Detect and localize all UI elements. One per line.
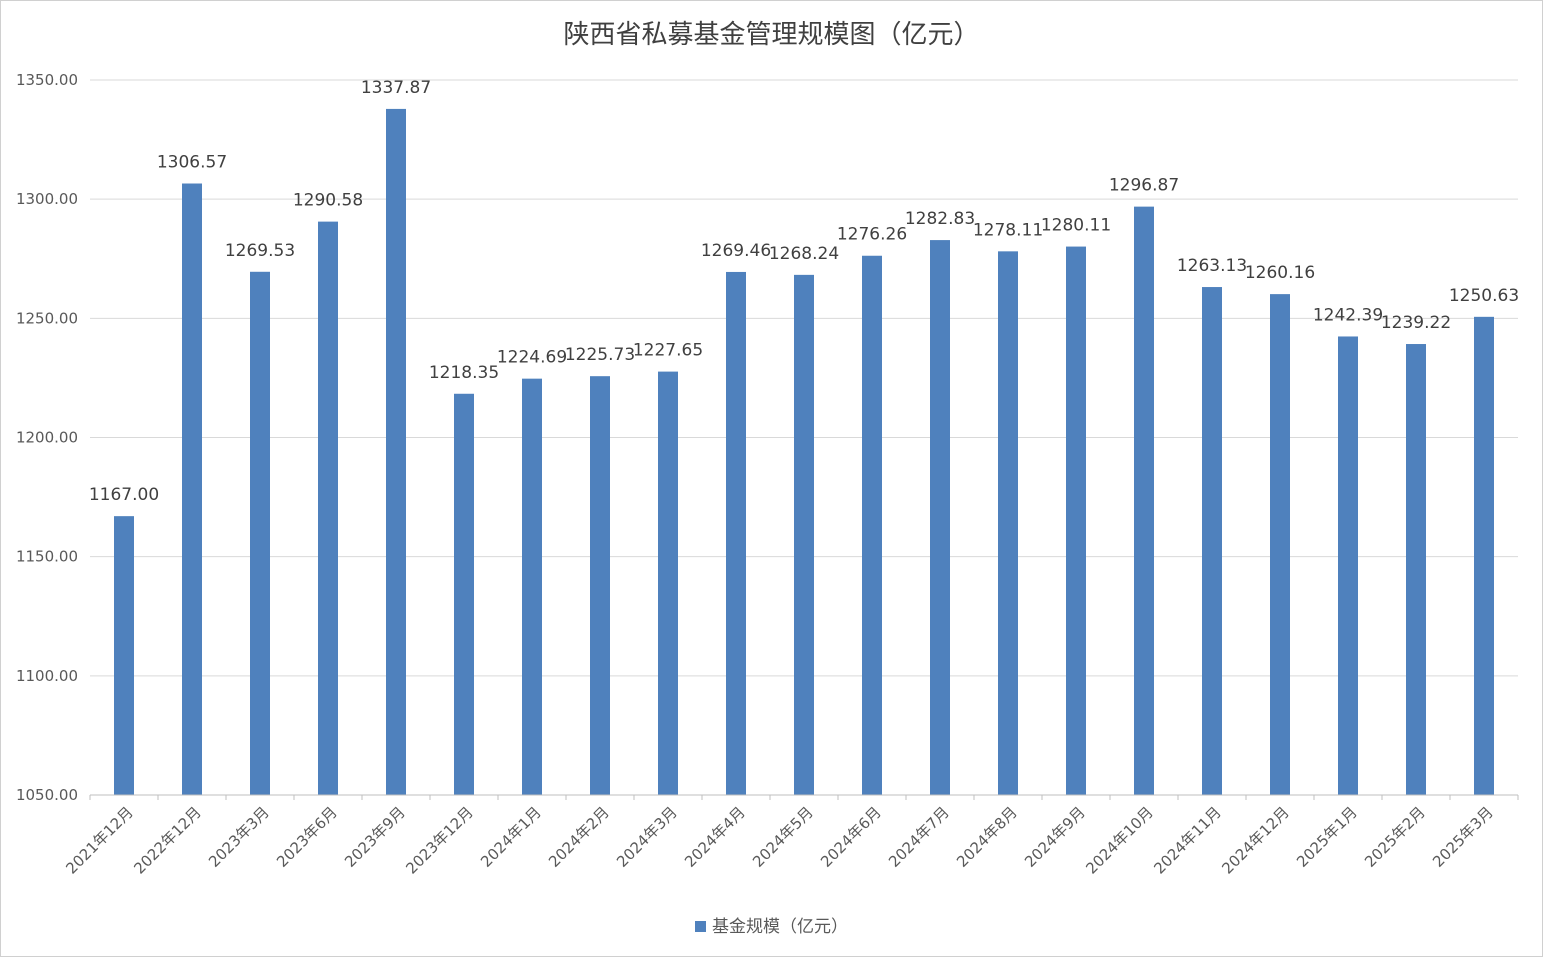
x-tick-label: 2024年1月 bbox=[477, 803, 545, 871]
legend-label: 基金规模（亿元） bbox=[712, 917, 848, 937]
bar bbox=[182, 183, 202, 795]
data-label: 1278.11 bbox=[973, 220, 1043, 240]
data-label: 1167.00 bbox=[89, 485, 159, 505]
data-label: 1225.73 bbox=[565, 345, 635, 365]
y-tick-label: 1150.00 bbox=[16, 548, 78, 566]
data-label: 1227.65 bbox=[633, 341, 703, 361]
bar bbox=[998, 251, 1018, 795]
x-tick-label: 2024年8月 bbox=[953, 803, 1021, 871]
y-tick-label: 1050.00 bbox=[16, 786, 78, 804]
legend: 基金规模（亿元） bbox=[0, 912, 1543, 937]
x-tick-label: 2025年1月 bbox=[1293, 803, 1361, 871]
data-labels: 1167.00 1306.57 1269.53 1290.58 1337.87 1218.… bbox=[89, 78, 1519, 505]
bar bbox=[930, 240, 950, 795]
bar bbox=[386, 108, 406, 795]
bar bbox=[1066, 246, 1086, 795]
chart-title: 陕西省私募基金管理规模图（亿元） bbox=[563, 20, 980, 50]
data-label: 1218.35 bbox=[429, 363, 499, 383]
x-tick-label: 2025年2月 bbox=[1361, 803, 1429, 871]
bar bbox=[1474, 316, 1494, 795]
bar bbox=[522, 378, 542, 795]
bar bbox=[114, 516, 134, 795]
x-tick-label: 2024年7月 bbox=[885, 803, 953, 871]
y-tick-label: 1100.00 bbox=[16, 667, 78, 685]
data-label: 1263.13 bbox=[1177, 256, 1247, 276]
bar bbox=[1270, 294, 1290, 795]
x-tick-label: 2021年12月 bbox=[62, 803, 136, 877]
data-label: 1337.87 bbox=[361, 78, 431, 98]
bar bbox=[726, 271, 746, 795]
data-label: 1296.87 bbox=[1109, 176, 1179, 196]
bar bbox=[454, 393, 474, 795]
data-label: 1224.69 bbox=[497, 348, 567, 368]
x-tick-label: 2022年12月 bbox=[130, 803, 204, 877]
data-label: 1260.16 bbox=[1245, 263, 1315, 283]
x-tick-label: 2024年10月 bbox=[1082, 803, 1156, 877]
x-tick-label: 2024年5月 bbox=[749, 803, 817, 871]
data-label: 1290.58 bbox=[293, 191, 363, 211]
y-axis: 1050.00 1100.00 1150.00 1200.00 1250.00 1300.… bbox=[16, 71, 78, 804]
y-tick-label: 1350.00 bbox=[16, 71, 78, 89]
bar bbox=[658, 371, 678, 795]
bar bbox=[1406, 344, 1426, 795]
bar bbox=[590, 376, 610, 795]
data-label: 1268.24 bbox=[769, 244, 839, 264]
bar bbox=[1338, 336, 1358, 795]
x-tick-label: 2024年3月 bbox=[613, 803, 681, 871]
x-tick-label: 2023年3月 bbox=[205, 803, 273, 871]
data-label: 1269.46 bbox=[701, 241, 771, 261]
x-tick-label: 2024年12月 bbox=[1218, 803, 1292, 877]
bar bbox=[794, 274, 814, 795]
x-tick-label: 2024年11月 bbox=[1150, 803, 1224, 877]
x-tick-label: 2023年9月 bbox=[341, 803, 409, 871]
bar bbox=[1202, 287, 1222, 795]
x-tick-label: 2023年12月 bbox=[402, 803, 476, 877]
x-tick-label: 2024年2月 bbox=[545, 803, 613, 871]
y-tick-label: 1250.00 bbox=[16, 309, 78, 327]
x-tick-label: 2025年3月 bbox=[1429, 803, 1497, 871]
bars bbox=[114, 108, 1494, 796]
x-tick-label: 2024年4月 bbox=[681, 803, 749, 871]
data-label: 1239.22 bbox=[1381, 313, 1451, 333]
data-label: 1276.26 bbox=[837, 225, 907, 245]
data-label: 1269.53 bbox=[225, 241, 295, 261]
data-label: 1250.63 bbox=[1449, 286, 1519, 306]
legend-swatch bbox=[695, 921, 706, 932]
x-tick-label: 2023年6月 bbox=[273, 803, 341, 871]
bar bbox=[318, 221, 338, 795]
bar bbox=[1134, 206, 1154, 796]
x-tick-label: 2024年9月 bbox=[1021, 803, 1089, 871]
bar bbox=[250, 271, 270, 795]
bar bbox=[862, 255, 882, 795]
y-tick-label: 1300.00 bbox=[16, 190, 78, 208]
x-tick-label: 2024年6月 bbox=[817, 803, 885, 871]
data-label: 1242.39 bbox=[1313, 305, 1383, 325]
y-tick-label: 1200.00 bbox=[16, 429, 78, 447]
data-label: 1282.83 bbox=[905, 209, 975, 229]
data-label: 1280.11 bbox=[1041, 216, 1111, 236]
data-label: 1306.57 bbox=[157, 153, 227, 173]
